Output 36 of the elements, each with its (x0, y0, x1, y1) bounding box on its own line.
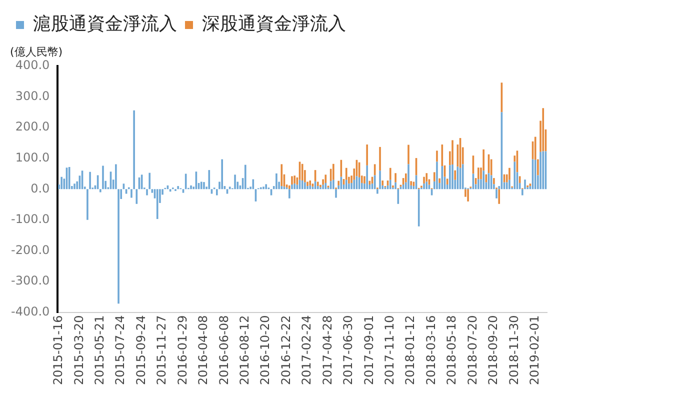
x-tick-label: 2017-02-24 (300, 315, 314, 386)
x-tick-label: 2018-01-12 (403, 315, 418, 386)
y-tick-label: 400.0 (15, 58, 50, 72)
y-tick-label: 200.0 (15, 120, 50, 134)
x-tick-label: 2016-08-12 (238, 315, 252, 386)
x-tick-label: 2017-11-10 (382, 315, 396, 386)
x-tick-label: 2016-10-20 (258, 315, 272, 386)
x-tick-label: 2019-02-01 (527, 315, 542, 386)
x-tick-label: 2018-03-16 (424, 315, 438, 386)
legend-label: 深股通資金淨流入 (202, 14, 346, 35)
x-tick-label: 2017-04-28 (320, 315, 334, 386)
y-tick-label: 0.0 (30, 181, 50, 196)
x-tick-label: 2015-09-24 (134, 315, 148, 386)
x-tick-label: 2016-01-29 (175, 315, 190, 386)
x-tick-label: 2017-06-30 (341, 315, 356, 386)
x-tick-label: 2018-07-20 (465, 315, 480, 386)
y-tick-label: 300.0 (15, 88, 50, 103)
x-tick-label: 2017-09-01 (362, 315, 376, 386)
y-tick-label: -100.0 (10, 212, 50, 226)
x-tick-label: 2015-05-21 (92, 315, 107, 386)
y-tick-label: -300.0 (10, 274, 50, 288)
x-tick-label: 2018-11-30 (506, 315, 521, 386)
x-tick-label: 2016-06-08 (216, 315, 231, 386)
y-tick-label: 100.0 (15, 150, 50, 164)
y-tick-label: -200.0 (10, 242, 50, 257)
x-tick-label: 2015-07-24 (113, 315, 128, 386)
y-axis-title: (億人民幣) (10, 45, 63, 58)
x-tick-label: 2015-11-27 (154, 315, 169, 386)
x-tick-label: 2016-04-08 (196, 315, 210, 386)
legend-label: 滬股通資金淨流入 (33, 14, 177, 35)
x-tick-label: 2018-05-18 (444, 315, 459, 386)
x-tick-label: 2016-12-22 (278, 315, 293, 386)
x-tick-label: 2015-01-16 (51, 315, 66, 386)
x-tick-label: 2018-09-20 (486, 315, 500, 386)
x-tick-label: 2015-03-20 (72, 315, 86, 386)
y-tick-label: -400.0 (10, 304, 50, 318)
